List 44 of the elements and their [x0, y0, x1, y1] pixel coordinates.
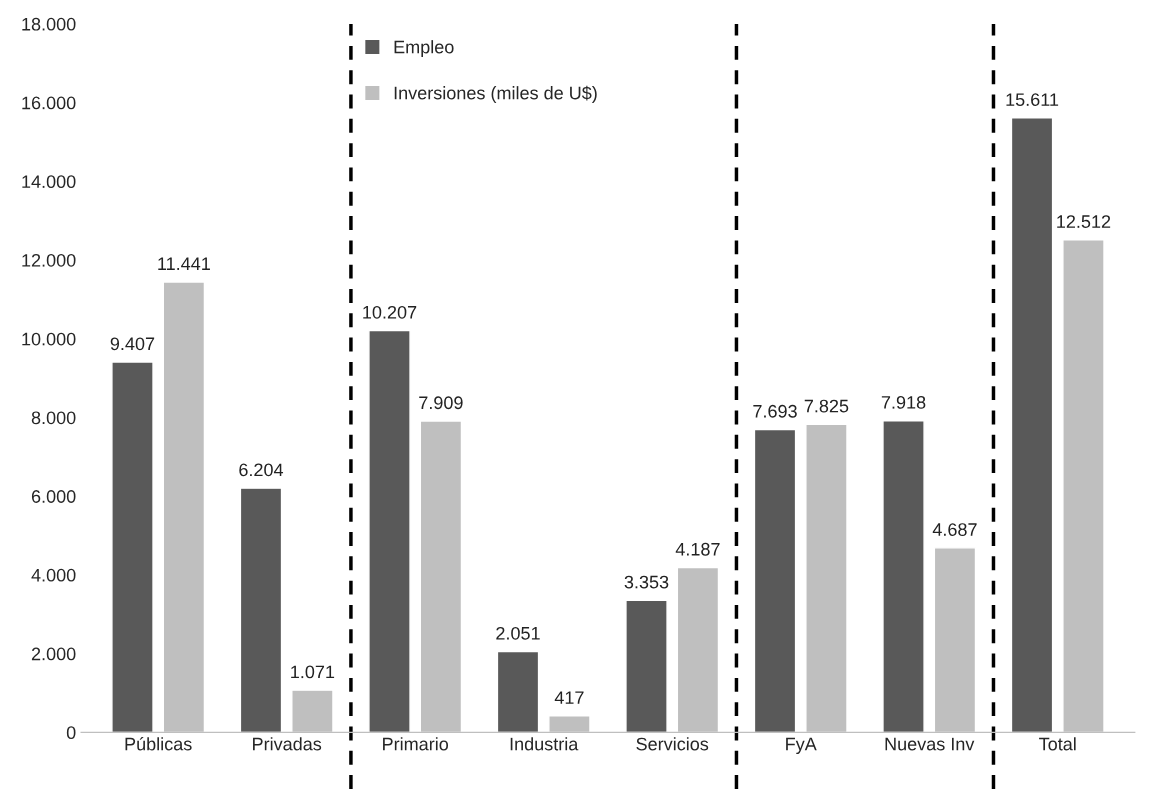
legend-label: Inversiones (miles de U$): [394, 85, 597, 103]
x-tick-label: Privadas: [253, 737, 322, 751]
data-label: 417: [554, 691, 584, 704]
y-tick-label: 0: [66, 726, 76, 740]
bar: [753, 428, 797, 733]
data-label: 7.693: [753, 404, 797, 418]
bar: [496, 650, 540, 733]
bar: [625, 599, 668, 733]
data-label: 6.204: [239, 463, 284, 477]
y-tick-label: 10.000: [22, 332, 76, 346]
y-tick-label: 6.000: [31, 490, 76, 503]
bar: [111, 361, 154, 733]
x-tick-label: Total: [1039, 737, 1076, 751]
data-label: 11.441: [158, 257, 210, 270]
data-label: 15.611: [1006, 93, 1059, 106]
data-label: 9.407: [110, 337, 155, 351]
data-label: 12.512: [1057, 215, 1111, 228]
x-tick-label: Primario: [383, 737, 449, 751]
data-label: 7.825: [804, 399, 849, 413]
x-tick-label: Nuevas Inv: [885, 737, 975, 751]
y-tick-label: 4.000: [31, 568, 76, 582]
data-label: 10.207: [363, 305, 417, 319]
data-label: 7.918: [881, 396, 926, 409]
y-tick-label: 14.000: [22, 175, 76, 189]
bar: [368, 329, 411, 733]
data-label: 3.353: [624, 575, 669, 589]
y-tick-label: 8.000: [31, 411, 76, 425]
y-tick-label: 18.000: [22, 17, 76, 31]
x-tick-label: FyA: [786, 737, 817, 755]
data-label: 7.909: [419, 396, 463, 410]
x-tick-label: Servicios: [636, 737, 709, 751]
bar: [1010, 117, 1054, 733]
x-tick-label: Públicas: [125, 736, 192, 751]
x-tick-label: Industria: [510, 737, 579, 751]
bar: [239, 487, 283, 733]
data-label: 2.051: [496, 626, 540, 640]
data-label: 4.187: [675, 542, 720, 556]
legend-label: Empleo: [394, 40, 454, 57]
y-tick-label: 2.000: [31, 647, 76, 661]
y-tick-label: 12.000: [22, 253, 76, 267]
data-label: 4.687: [932, 523, 977, 536]
data-label: 1.071: [291, 665, 335, 679]
bar: [882, 419, 925, 733]
y-tick-label: 16.000: [22, 96, 76, 110]
